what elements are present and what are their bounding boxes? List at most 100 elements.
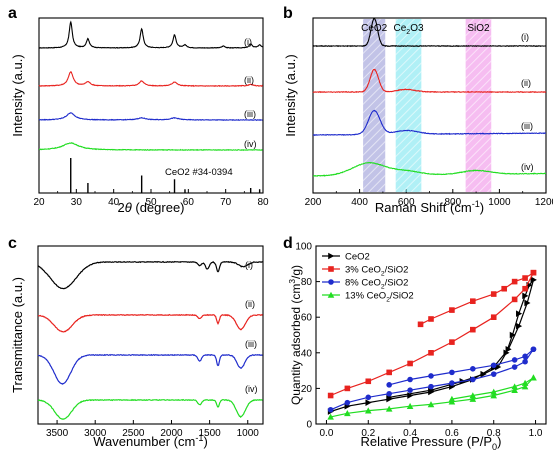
panel-d-point — [428, 383, 434, 390]
panel-b-series-label: (iii) — [521, 121, 533, 131]
panel-d-point — [449, 380, 455, 386]
panel-d-point — [522, 275, 528, 281]
panel-d-point — [516, 322, 523, 330]
panel-d-frame — [315, 245, 547, 425]
panel-d-adsorption-line — [330, 377, 534, 418]
panel-c-series-line — [37, 313, 263, 333]
x-tick-label: 800 — [444, 197, 461, 208]
panel-d-point — [365, 378, 372, 385]
x-tick-label: 80 — [257, 197, 269, 208]
panel-d-point — [469, 395, 477, 402]
panel-a-series-label: (i) — [244, 37, 252, 47]
panel-d-point — [417, 321, 424, 328]
panel-d-point — [327, 406, 334, 413]
panel-a-series-line — [38, 71, 264, 88]
panel-c-series-label: (iii) — [245, 339, 257, 349]
legend-swatch-marker — [328, 279, 334, 285]
panel-d-point — [407, 376, 413, 383]
panel-label-b: b — [283, 5, 293, 22]
panel-d-point — [407, 387, 413, 393]
panel-d-point — [530, 346, 537, 353]
panel-d-axes: 0.0 0.2 0.4 0.6 0.8 1.0 — [315, 245, 547, 439]
x-tick-label: 1000 — [237, 428, 260, 439]
panel-b-band-label: Ce2O3 — [394, 23, 424, 36]
panel-d-point — [522, 358, 528, 365]
panel-d-point — [490, 371, 497, 377]
panel-a-reference-label: CeO2 #34-0394 — [165, 167, 233, 178]
panel-d-point — [490, 388, 498, 395]
panel-d-point — [501, 285, 507, 292]
panel-a-series-line — [39, 20, 263, 49]
panel-a-series-line — [38, 112, 263, 121]
x-tick-label: 3000 — [84, 428, 107, 439]
panel-d-point — [448, 395, 456, 402]
panel-c-xlabel: Wavenumber (cm-1) — [93, 433, 208, 449]
panel-c-series-label: (iv) — [245, 384, 258, 394]
legend-entry: CeO2 — [345, 252, 370, 263]
y-tick-label: 80 — [301, 277, 313, 288]
panel-c-series-label: (ii) — [245, 299, 255, 309]
y-tick-label: 40 — [301, 348, 313, 359]
panel-a-series-label: (iii) — [244, 109, 256, 119]
panel-d-point — [470, 326, 476, 333]
x-tick-label: 1000 — [488, 197, 511, 208]
panel-d-point — [522, 353, 528, 360]
panel-d-point — [365, 399, 372, 406]
panel-a-series-line — [39, 142, 263, 152]
panel-b-frame — [312, 17, 547, 194]
x-tick-label: 2000 — [160, 428, 183, 439]
x-tick-label: 0.8 — [487, 428, 501, 439]
panel-d-desorption-line — [451, 377, 534, 400]
panel-d-point — [364, 407, 372, 414]
panel-a-ylabel: Intensity (a.u.) — [10, 54, 25, 136]
panel-b-ylabel: Intensity (a.u.) — [283, 54, 298, 136]
panel-b-band-label: CeO2 — [361, 23, 388, 34]
panel-d-point — [509, 331, 516, 339]
legend-entry: 8% CeO2/SiO2 — [345, 278, 408, 291]
panel-d-point — [490, 291, 497, 297]
x-tick-label: 0.0 — [320, 428, 334, 439]
y-tick-label: 100 — [295, 242, 312, 253]
panel-d-point — [516, 310, 523, 317]
panel-d-ylabel: Quantity adsorbed (cm3/g) — [287, 265, 303, 405]
panel-d-point — [386, 369, 392, 376]
x-tick-label: 1500 — [198, 428, 221, 439]
panel-d-point — [503, 349, 510, 357]
x-tick-label: 30 — [71, 197, 83, 208]
panel-d-point — [524, 299, 531, 307]
panel-d-point — [490, 362, 497, 369]
panel-d-point — [449, 339, 455, 345]
x-tick-label: 400 — [351, 197, 368, 208]
panel-d-point — [449, 369, 455, 376]
panel-d-point — [490, 392, 498, 399]
legend-swatch-marker — [327, 291, 335, 298]
panel-b-series-line — [313, 161, 546, 177]
x-tick-label: 0.6 — [445, 428, 459, 439]
panel-b-series-line — [313, 18, 547, 48]
panel-b-band-hatch — [363, 19, 386, 192]
panel-c-series-line — [37, 398, 263, 420]
panel-d-point — [530, 276, 537, 284]
panel-d-point — [344, 385, 351, 392]
panel-b-axes: 200 400 600 800 1000 1200 — [305, 17, 553, 208]
panel-b-band-label: SiO2 — [467, 23, 490, 34]
x-tick-label: 0.2 — [361, 428, 375, 439]
panel-d-xlabel: Relative Pressure (P/P0) — [361, 434, 502, 452]
x-tick-label: 50 — [145, 197, 157, 208]
x-tick-label: 1200 — [535, 197, 553, 208]
panel-b-series-label: (iv) — [521, 162, 534, 172]
legend-swatch-marker — [328, 252, 335, 260]
panel-d-point — [428, 373, 434, 379]
panel-d-point — [385, 405, 393, 412]
panel-a-axes: 20 30 40 50 60 70 80 — [33, 17, 269, 208]
panel-b-series-line — [312, 68, 547, 94]
panel-d-point — [428, 316, 434, 322]
panel-d-point — [327, 392, 334, 399]
x-tick-label: 0.4 — [403, 428, 417, 439]
panel-c-series-line — [38, 260, 263, 290]
panel-d-point — [470, 298, 476, 304]
legend-entry: 3% CeO2/SiO2 — [345, 265, 408, 278]
panel-b-series-label: (ii) — [521, 78, 531, 88]
panel-b-band-hatch — [395, 19, 422, 192]
